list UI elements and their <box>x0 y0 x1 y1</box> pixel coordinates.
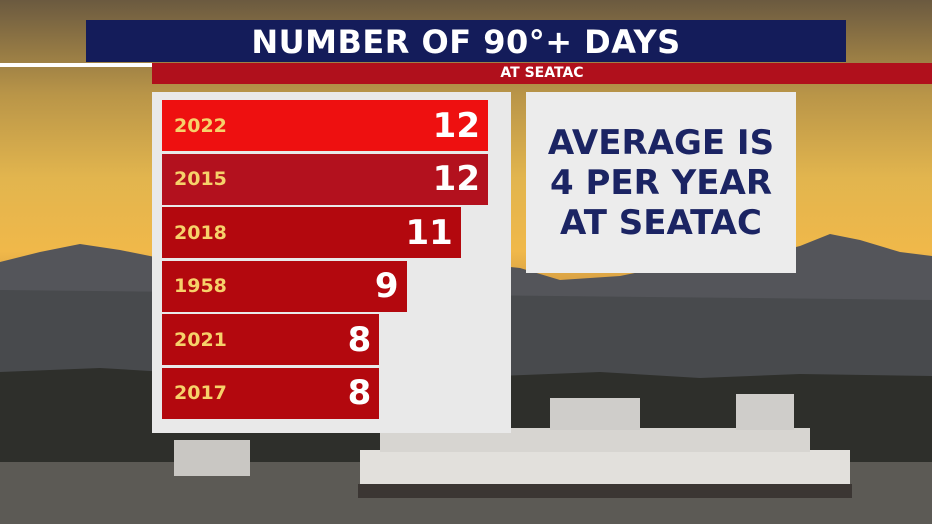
bar-value-2015: 12 <box>432 159 480 199</box>
bar-2021: 2021 8 <box>162 314 380 365</box>
bar-2015: 2015 12 <box>162 153 488 205</box>
bar-label-2018: 2018 <box>174 221 227 244</box>
bar-2017: 2017 8 <box>162 367 380 419</box>
divider-line <box>0 63 152 67</box>
bar-label-2022: 2022 <box>174 114 227 137</box>
bar-label-2015: 2015 <box>174 168 227 190</box>
chart-subtitle: AT SEATAC <box>152 63 932 84</box>
bar-value-1958: 9 <box>374 266 399 306</box>
bar-value-2017: 8 <box>347 373 372 413</box>
average-info-box: AVERAGE IS 4 PER YEAR AT SEATAC <box>526 92 796 273</box>
bar-label-1958: 1958 <box>174 275 227 297</box>
info-line-2: 4 PER YEAR <box>550 162 772 203</box>
bar-2022: 2022 12 <box>162 100 488 151</box>
bar-1958: 1958 9 <box>162 260 407 312</box>
bar-label-2017: 2017 <box>174 382 227 404</box>
bar-value-2018: 11 <box>405 212 453 253</box>
info-line-3: AT SEATAC <box>560 202 762 243</box>
chart-title: NUMBER OF 90°+ DAYS <box>86 20 846 62</box>
info-line-1: AVERAGE IS <box>547 122 775 163</box>
bar-value-2022: 12 <box>432 105 480 146</box>
bar-chart-panel: 2022 12 2015 12 2018 11 1958 9 2021 8 2017 8 <box>152 92 511 433</box>
bar-label-2021: 2021 <box>174 328 227 351</box>
bar-2018: 2018 11 <box>162 207 461 258</box>
bar-value-2021: 8 <box>347 319 372 360</box>
